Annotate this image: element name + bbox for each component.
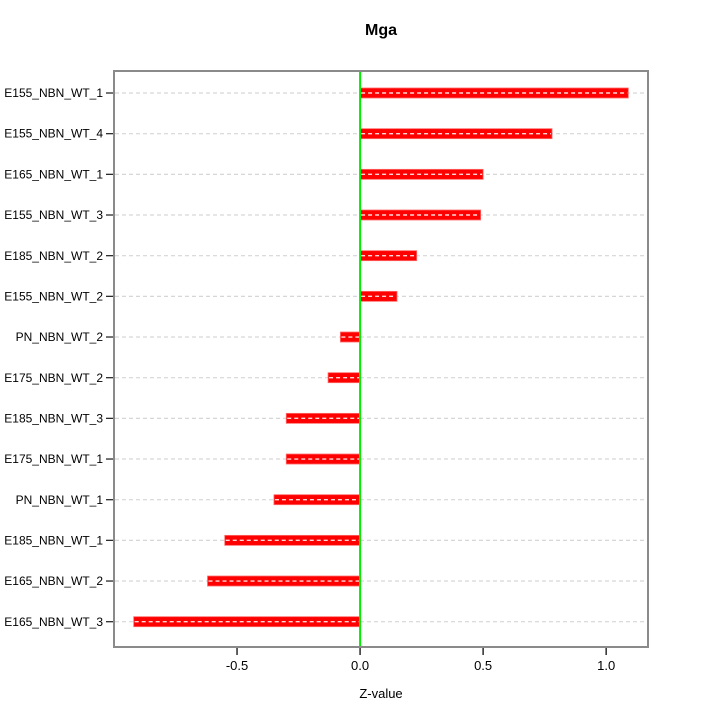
x-tick-label: 0.5 [474, 658, 492, 673]
category-label: E185_NBN_WT_1 [4, 533, 103, 547]
plot-border [113, 70, 649, 648]
x-tick-label: 1.0 [597, 658, 615, 673]
category-label: E155_NBN_WT_1 [4, 86, 103, 100]
x-tick-label: 0.0 [351, 658, 369, 673]
category-label: E155_NBN_WT_2 [4, 289, 103, 303]
chart-title: Mga [365, 22, 397, 39]
category-label: E155_NBN_WT_4 [4, 127, 103, 141]
category-label: E165_NBN_WT_2 [4, 574, 103, 588]
category-label: E165_NBN_WT_1 [4, 167, 103, 181]
category-label: PN_NBN_WT_1 [16, 493, 104, 507]
category-label: E185_NBN_WT_2 [4, 249, 103, 263]
x-axis-title: Z-value [359, 686, 403, 701]
category-label: E175_NBN_WT_2 [4, 371, 103, 385]
x-tick-label: -0.5 [226, 658, 248, 673]
category-label: PN_NBN_WT_2 [16, 330, 104, 344]
category-label: E175_NBN_WT_1 [4, 452, 103, 466]
category-label: E185_NBN_WT_3 [4, 411, 103, 425]
category-label: E155_NBN_WT_3 [4, 208, 103, 222]
category-label: E165_NBN_WT_3 [4, 615, 103, 629]
